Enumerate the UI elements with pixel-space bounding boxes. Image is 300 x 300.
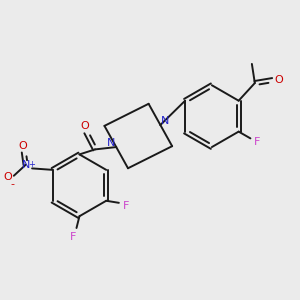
Text: +: +	[28, 160, 35, 169]
Text: F: F	[254, 137, 260, 147]
Text: N: N	[21, 160, 30, 170]
Text: O: O	[18, 141, 27, 151]
Text: F: F	[122, 201, 129, 211]
Text: O: O	[274, 74, 283, 85]
Text: F: F	[70, 232, 77, 242]
Text: N: N	[160, 116, 169, 126]
Text: O: O	[3, 172, 12, 182]
Text: -: -	[11, 179, 14, 189]
Text: O: O	[80, 121, 89, 131]
Text: N: N	[107, 138, 115, 148]
